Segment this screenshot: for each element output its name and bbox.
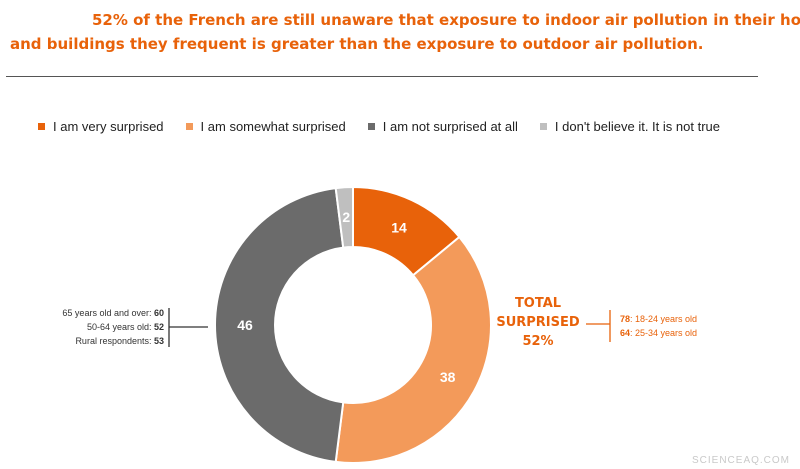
legend-item-somewhat-surprised: I am somewhat surprised [185,118,346,134]
legend-label: I am very surprised [53,118,164,134]
legend-label: I am somewhat surprised [200,118,346,134]
total-line-3: 52% [522,334,554,349]
annotation-row: 65 years old and over: 60 [62,308,164,318]
total-line-2: SURPRISED [496,315,580,330]
donut-slice [214,186,345,464]
slice-value-label: 14 [391,219,407,235]
legend-swatch [539,122,547,130]
total-surprised: TOTAL SURPRISED 52% [478,294,598,351]
legend-swatch [367,122,375,130]
legend-label: I don't believe it. It is not true [554,118,720,134]
slice-value-label: 2 [342,209,350,225]
chart-title: 52% of the French are still unaware that… [10,8,800,56]
watermark: SCIENCEAQ.COM [691,455,790,466]
left-annotation: 65 years old and over: 60 50-64 years ol… [20,306,164,348]
right-bracket [586,310,611,342]
donut-slice [334,235,492,464]
donut-slice [334,185,354,249]
annotation-row: Rural respondents: 53 [75,336,164,346]
legend-item-dont-believe: I don't believe it. It is not true [539,118,720,134]
slice-value-label: 46 [237,317,253,333]
right-annotation: 78: 18-24 years old 64: 25-34 years old [620,312,697,340]
left-bracket [168,308,208,347]
title-line-2: and buildings they frequent is greater t… [10,35,704,53]
total-line-1: TOTAL [514,296,562,311]
legend-swatch [38,122,45,130]
title-line-1: 52% of the French are still unaware that… [92,11,800,29]
legend-swatch [185,122,193,130]
legend-item-very-surprised: I am very surprised [38,119,164,134]
legend: I am very surprised I am somewhat surpri… [38,118,720,134]
annotation-row: 50-64 years old: 52 [86,322,164,332]
annotation-row: 78: 18-24 years old [620,314,698,324]
legend-label: I am not surprised at all [382,118,518,134]
divider-line [6,76,758,77]
annotation-row: 64: 25-34 years old [620,328,698,338]
slice-value-label: 38 [440,369,456,385]
legend-item-not-surprised: I am not surprised at all [367,118,518,134]
